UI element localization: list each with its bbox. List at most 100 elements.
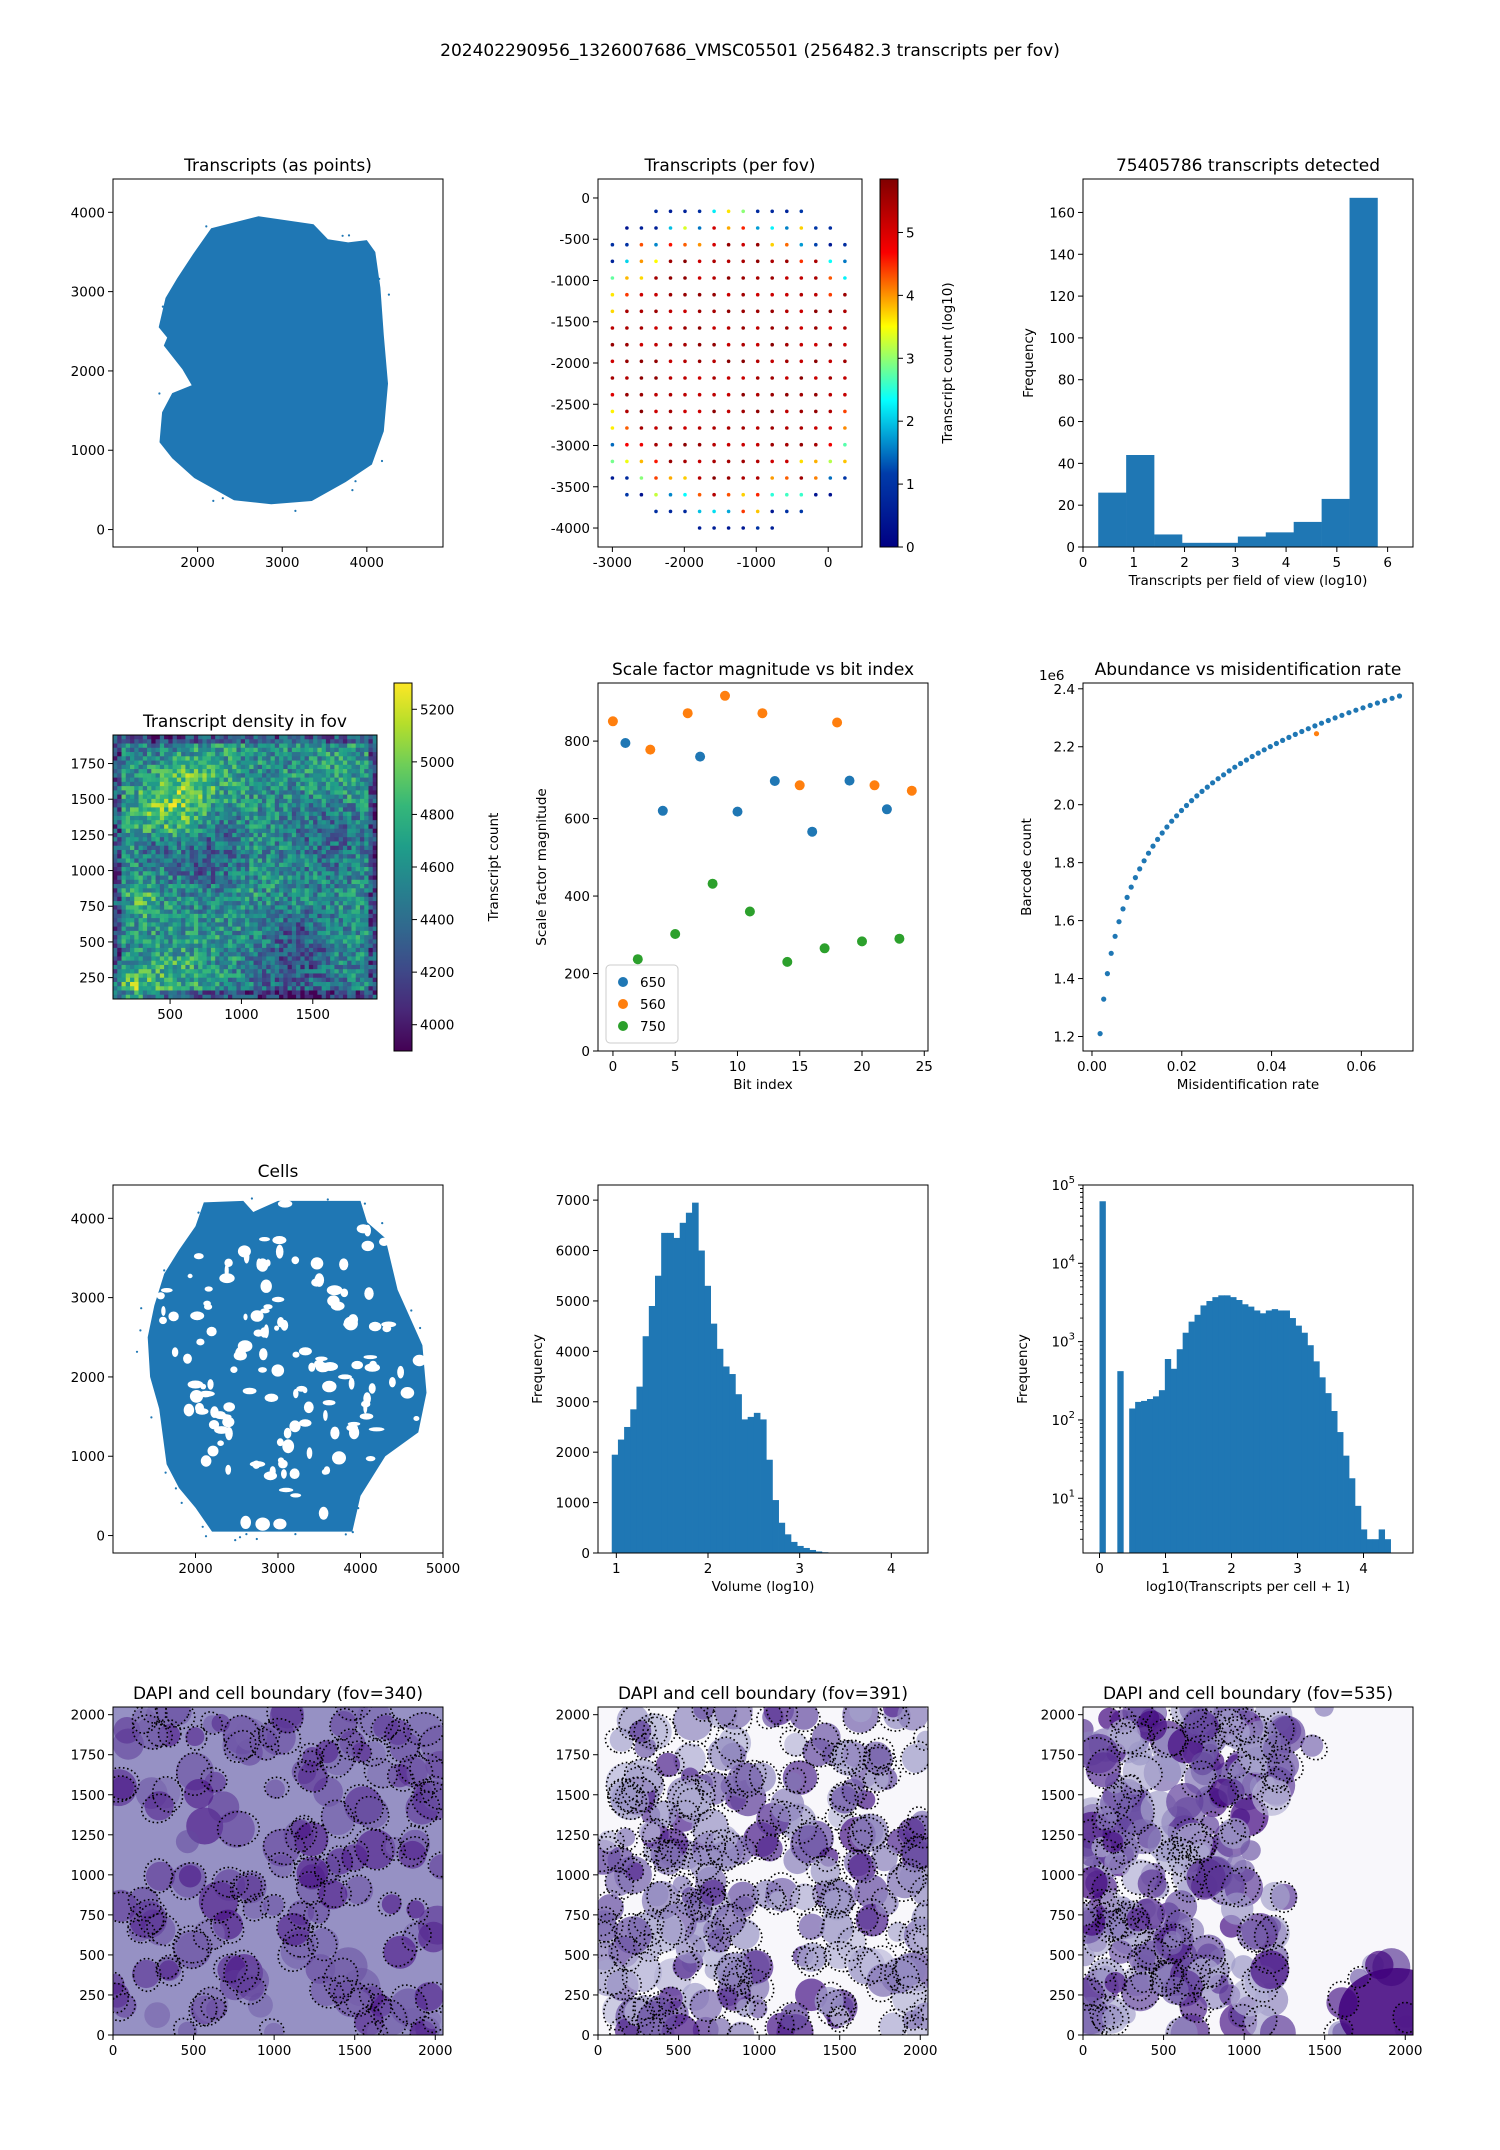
heatmap-cell bbox=[206, 756, 212, 761]
heatmap-cell bbox=[215, 994, 220, 999]
heatmap-cell bbox=[364, 858, 369, 864]
heatmap-cell bbox=[240, 960, 246, 966]
heatmap-cell bbox=[113, 747, 118, 753]
heatmap-cell bbox=[176, 905, 182, 910]
heatmap-cell bbox=[130, 973, 135, 979]
heatmap-cell bbox=[142, 807, 148, 813]
fov-point bbox=[770, 309, 774, 314]
histogram-bar bbox=[1218, 1295, 1225, 1553]
heatmap-cell bbox=[291, 930, 297, 936]
heatmap-cell bbox=[142, 994, 148, 999]
heatmap-cell bbox=[223, 849, 229, 855]
fov-point bbox=[712, 242, 716, 247]
heatmap-cell bbox=[342, 760, 348, 766]
heatmap-cell bbox=[198, 760, 203, 766]
heatmap-cell bbox=[342, 781, 348, 787]
heatmap-cell bbox=[172, 769, 178, 774]
heatmap-cell bbox=[202, 837, 208, 842]
y-tick-label: 120 bbox=[1049, 289, 1075, 305]
heatmap-cell bbox=[185, 858, 191, 864]
heatmap-cell bbox=[159, 994, 165, 999]
heatmap-cell bbox=[130, 918, 135, 923]
heatmap-cell bbox=[172, 743, 178, 749]
heatmap-cell bbox=[308, 952, 314, 957]
fov-point bbox=[799, 426, 804, 430]
heatmap-cell bbox=[317, 739, 323, 744]
heatmap-cell bbox=[287, 803, 293, 808]
heatmap-cell bbox=[117, 824, 122, 830]
heatmap-cell bbox=[279, 845, 284, 851]
heatmap-cell bbox=[159, 747, 165, 753]
y-tick-label: 5000 bbox=[556, 1294, 590, 1310]
heatmap-cell bbox=[193, 922, 199, 928]
heatmap-cell bbox=[347, 926, 352, 932]
heatmap-cell bbox=[240, 994, 246, 999]
heatmap-cell bbox=[262, 867, 267, 872]
heatmap-cell bbox=[287, 752, 293, 757]
histogram-bar bbox=[1182, 542, 1211, 547]
heatmap-cell bbox=[368, 986, 374, 991]
heatmap-cell bbox=[270, 764, 276, 770]
heatmap-cell bbox=[291, 973, 297, 979]
heatmap-cell bbox=[155, 947, 161, 953]
heatmap-cell bbox=[147, 888, 152, 893]
heatmap-cell bbox=[308, 918, 314, 923]
heatmap-cell bbox=[347, 986, 352, 991]
heatmap-cell bbox=[291, 824, 297, 830]
heatmap-cell bbox=[338, 913, 344, 919]
heatmap-cell bbox=[155, 807, 161, 813]
heatmap-cell bbox=[266, 849, 271, 855]
heatmap-cell bbox=[262, 735, 267, 740]
data-point bbox=[857, 936, 867, 947]
heatmap-cell bbox=[185, 790, 191, 796]
heatmap-cell bbox=[206, 994, 212, 999]
heatmap-cell bbox=[317, 862, 323, 868]
fov-point bbox=[712, 509, 716, 514]
heatmap-cell bbox=[313, 969, 318, 974]
heatmap-cell bbox=[206, 973, 212, 979]
gap bbox=[359, 1413, 374, 1420]
heatmap-cell bbox=[368, 960, 374, 966]
heatmap-cell bbox=[283, 752, 288, 757]
heatmap-cell bbox=[359, 901, 365, 906]
heatmap-cell bbox=[155, 824, 161, 830]
fov-point bbox=[712, 276, 716, 280]
fov-point bbox=[668, 492, 673, 497]
heatmap-cell bbox=[215, 777, 220, 783]
heatmap-cell bbox=[138, 943, 144, 949]
heatmap-cell bbox=[308, 739, 314, 744]
heatmap-cell bbox=[270, 735, 276, 740]
heatmap-cell bbox=[215, 964, 220, 970]
heatmap-cell bbox=[249, 922, 254, 928]
heatmap-cell bbox=[291, 947, 297, 953]
heatmap-cell bbox=[296, 875, 301, 881]
heatmap-cell bbox=[202, 773, 208, 778]
heatmap-cell bbox=[351, 790, 357, 796]
heatmap-cell bbox=[168, 960, 174, 966]
heatmap-cell bbox=[155, 849, 161, 855]
heatmap-cell bbox=[262, 896, 267, 902]
heatmap-cell bbox=[368, 994, 374, 999]
heatmap-cell bbox=[181, 781, 186, 787]
heatmap-cell bbox=[338, 807, 344, 813]
heatmap-cell bbox=[206, 811, 212, 817]
data-point bbox=[682, 708, 693, 719]
heatmap-cell bbox=[372, 769, 377, 774]
highlight-point bbox=[1313, 731, 1320, 737]
stray-point bbox=[294, 509, 297, 512]
legend-marker bbox=[618, 977, 628, 987]
heatmap-cell bbox=[117, 986, 122, 991]
heatmap-cell bbox=[189, 790, 195, 796]
heatmap-cell bbox=[304, 862, 310, 868]
heatmap-cell bbox=[245, 918, 250, 923]
fov-point bbox=[625, 242, 629, 247]
gap bbox=[271, 1364, 285, 1377]
y-tick-label: 101 bbox=[1051, 1488, 1075, 1507]
heatmap-cell bbox=[236, 905, 242, 910]
heatmap-cell bbox=[283, 837, 288, 842]
heatmap-cell bbox=[138, 913, 144, 919]
heatmap-cell bbox=[368, 862, 374, 868]
heatmap-cell bbox=[270, 952, 276, 957]
heatmap-cell bbox=[206, 820, 212, 825]
y-tick-label: -2500 bbox=[551, 397, 590, 413]
